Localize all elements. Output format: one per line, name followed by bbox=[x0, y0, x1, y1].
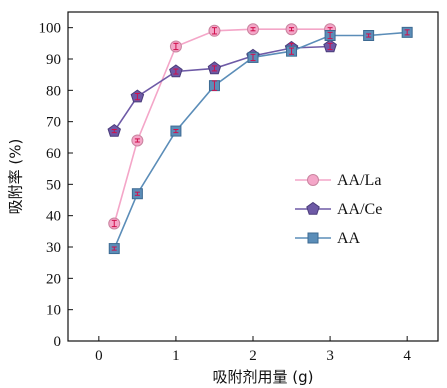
legend-label: AA/La bbox=[337, 172, 381, 189]
y-tick-label: 90 bbox=[46, 52, 61, 68]
y-tick-label: 50 bbox=[46, 177, 61, 193]
series-aa-ce bbox=[107, 39, 337, 137]
legend-label: AA/Ce bbox=[337, 201, 382, 218]
legend-item: AA bbox=[295, 230, 361, 247]
y-tick-label: 40 bbox=[46, 209, 61, 225]
y-tick-label: 20 bbox=[46, 271, 61, 287]
x-tick-label: 0 bbox=[95, 348, 103, 364]
series-aa bbox=[108, 26, 413, 255]
x-tick-label: 2 bbox=[249, 348, 257, 364]
y-tick-label: 100 bbox=[39, 21, 62, 37]
legend-marker bbox=[306, 201, 320, 215]
y-tick-label: 60 bbox=[46, 146, 61, 162]
y-axis-title: 吸附率 (%) bbox=[7, 139, 25, 215]
x-tick-label: 3 bbox=[326, 348, 334, 364]
series-line bbox=[113, 28, 331, 224]
x-axis-title: 吸附剂用量 (g) bbox=[213, 368, 314, 386]
y-tick-label: 30 bbox=[46, 240, 61, 256]
x-tick-label: 1 bbox=[172, 348, 180, 364]
marker-pentagon bbox=[306, 201, 320, 215]
y-tick-label: 10 bbox=[46, 303, 61, 319]
legend-item: AA/La bbox=[295, 172, 381, 189]
marker-circle bbox=[307, 174, 319, 186]
y-tick-label: 0 bbox=[54, 334, 62, 350]
y-tick-label: 70 bbox=[46, 115, 61, 131]
x-tick-label: 4 bbox=[403, 348, 411, 364]
series-layer bbox=[107, 23, 413, 255]
legend: AA/La AA/Ce AA bbox=[295, 172, 382, 247]
legend-label: AA bbox=[337, 230, 361, 247]
y-tick-label: 80 bbox=[46, 83, 61, 99]
legend-marker bbox=[307, 232, 319, 244]
legend-item: AA/Ce bbox=[295, 201, 382, 218]
marker-square bbox=[307, 232, 319, 244]
legend-marker bbox=[307, 174, 319, 186]
